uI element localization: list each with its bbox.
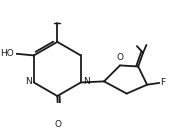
Text: N: N [25, 77, 32, 86]
Text: O: O [55, 120, 62, 129]
Text: HO: HO [0, 49, 14, 58]
Text: O: O [116, 53, 123, 62]
Text: N: N [83, 77, 90, 86]
Text: F: F [160, 78, 165, 87]
